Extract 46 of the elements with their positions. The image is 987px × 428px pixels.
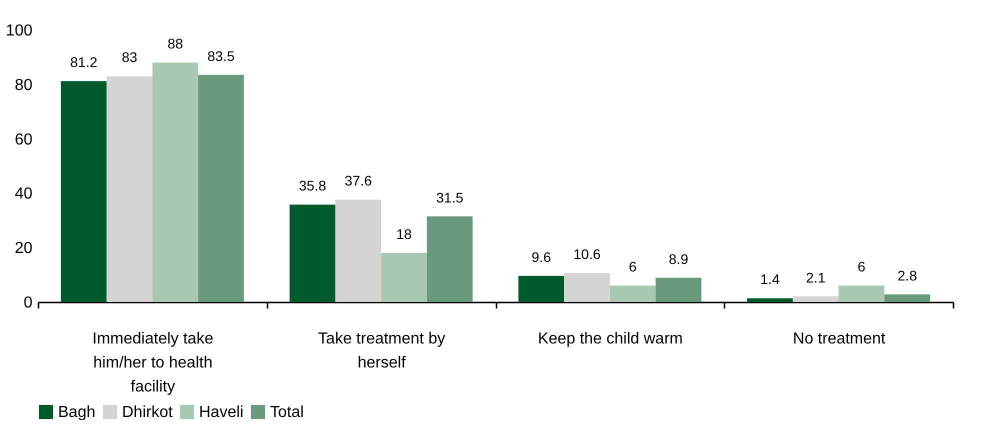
data-label: 9.6 [532,248,552,265]
data-label: 31.5 [436,189,464,206]
y-tick-label: 80 [14,76,33,94]
bar [152,62,198,302]
legend-label: Haveli [199,404,244,421]
data-label: 83.5 [207,48,235,64]
bar [198,74,244,302]
data-label: 2.8 [898,267,918,284]
legend-label: Bagh [58,404,96,421]
bar [564,273,610,302]
data-label: 88 [167,36,184,52]
y-tick-label: 40 [14,186,33,203]
data-label: 83 [122,49,138,66]
y-tick-label: 0 [24,294,33,312]
x-tick-label: Immediately take him/her to health facility [92,330,214,396]
data-label: 10.6 [573,246,601,262]
data-label: 2.1 [806,269,826,286]
bar [381,253,427,302]
data-label: 6 [858,258,866,275]
bar [290,204,336,302]
bar [792,296,839,302]
x-tick-label: Take treatment by herself [318,330,446,372]
y-tick-label: 60 [14,131,33,148]
data-label: 6 [628,258,637,275]
x-tick-label: No treatment [792,330,886,348]
data-label: 1.4 [760,271,780,288]
y-tick-label: 20 [14,240,33,258]
bar [335,200,382,302]
data-label: 37.6 [344,172,372,189]
data-label: 81.2 [70,54,98,70]
bar [106,76,152,302]
x-tick-label: Keep the child warm [538,330,683,348]
bar [610,286,656,302]
legend-label: Dhirkot [122,404,174,421]
data-label: 18 [396,226,412,242]
bar [656,278,702,302]
bar [518,276,564,302]
data-label: 8.9 [668,250,688,267]
bar [747,298,793,302]
bar [426,216,473,302]
bar [838,286,884,302]
data-label: 35.8 [298,178,326,194]
bar [884,294,930,302]
legend-label: Total [270,404,304,421]
bar [60,81,107,302]
y-tick-label: 100 [6,22,33,40]
